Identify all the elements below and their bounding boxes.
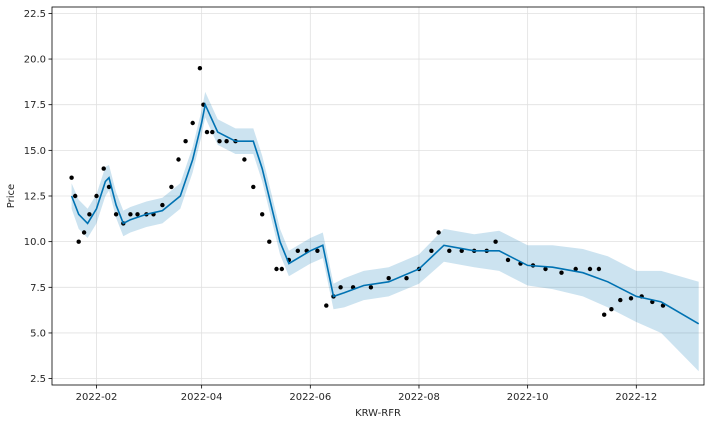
y-tick-label: 20.0 bbox=[24, 55, 46, 66]
observed-point bbox=[338, 285, 343, 290]
x-axis-ticks: 2022-02 2022-04 2022-06 2022-08 2022-10 2022-… bbox=[76, 385, 657, 403]
observed-point bbox=[628, 296, 634, 301]
observed-point bbox=[429, 248, 434, 253]
y-tick-label: 10.0 bbox=[24, 237, 46, 248]
y-axis-label: Price bbox=[6, 184, 17, 208]
observed-point bbox=[160, 202, 165, 208]
observed-point bbox=[587, 266, 593, 272]
observed-point bbox=[368, 285, 374, 290]
observed-point bbox=[602, 312, 607, 317]
observed-point bbox=[573, 266, 578, 272]
x-tick-label: 2022-06 bbox=[289, 392, 331, 403]
x-tick-label: 2022-10 bbox=[507, 392, 549, 403]
x-axis-label: KRW-RFR bbox=[355, 408, 401, 419]
x-tick-label: 2022-08 bbox=[398, 392, 440, 403]
observed-point bbox=[618, 297, 623, 303]
observed-point bbox=[169, 184, 174, 190]
observed-point bbox=[251, 184, 256, 190]
observed-point bbox=[73, 193, 78, 199]
y-tick-label: 15.0 bbox=[24, 146, 46, 157]
observed-point bbox=[493, 239, 498, 244]
observed-point bbox=[76, 239, 81, 244]
observed-point bbox=[69, 175, 74, 180]
observed-point bbox=[315, 248, 320, 253]
observed-point bbox=[279, 266, 284, 272]
observed-point bbox=[436, 230, 441, 235]
observed-point bbox=[242, 157, 247, 162]
observed-point bbox=[87, 212, 92, 217]
y-tick-label: 7.5 bbox=[30, 283, 46, 294]
observed-point bbox=[274, 266, 279, 272]
observed-point bbox=[210, 129, 215, 135]
observed-point bbox=[609, 307, 614, 312]
observed-point bbox=[459, 248, 464, 253]
observed-point bbox=[101, 166, 106, 171]
observed-point bbox=[106, 184, 112, 190]
y-tick-label: 22.5 bbox=[24, 9, 46, 20]
observed-point bbox=[267, 239, 272, 244]
y-tick-label: 12.5 bbox=[24, 192, 46, 203]
observed-point bbox=[224, 139, 229, 144]
observed-point bbox=[543, 266, 548, 272]
observed-point bbox=[596, 266, 602, 272]
observed-point bbox=[113, 212, 119, 217]
observed-point bbox=[176, 157, 181, 162]
y-tick-label: 17.5 bbox=[24, 100, 46, 111]
observed-point bbox=[190, 120, 195, 126]
x-tick-label: 2022-02 bbox=[76, 392, 118, 403]
observed-point bbox=[135, 212, 140, 217]
observed-point bbox=[447, 248, 452, 253]
x-tick-label: 2022-04 bbox=[181, 392, 223, 403]
observed-point bbox=[128, 212, 133, 217]
observed-point bbox=[505, 257, 511, 263]
observed-point bbox=[260, 212, 265, 217]
x-tick-label: 2022-12 bbox=[615, 392, 657, 403]
observed-point bbox=[197, 66, 203, 71]
observed-point bbox=[217, 139, 222, 144]
y-tick-label: 2.5 bbox=[30, 374, 46, 385]
observed-point bbox=[386, 276, 391, 281]
forecast-line bbox=[70, 102, 700, 325]
y-tick-label: 5.0 bbox=[30, 328, 46, 339]
observed-point bbox=[81, 230, 87, 235]
observed-point bbox=[183, 139, 188, 144]
y-axis-ticks: 2.5 5.0 7.5 10.0 12.5 15.0 17.5 20.0 22.5 bbox=[24, 9, 52, 385]
observed-point bbox=[94, 193, 99, 199]
grid-lines bbox=[52, 7, 704, 385]
observed-point bbox=[204, 129, 210, 135]
observed-point bbox=[404, 276, 409, 281]
observed-point bbox=[295, 248, 300, 253]
observed-point bbox=[324, 303, 329, 308]
observed-point bbox=[559, 270, 564, 275]
